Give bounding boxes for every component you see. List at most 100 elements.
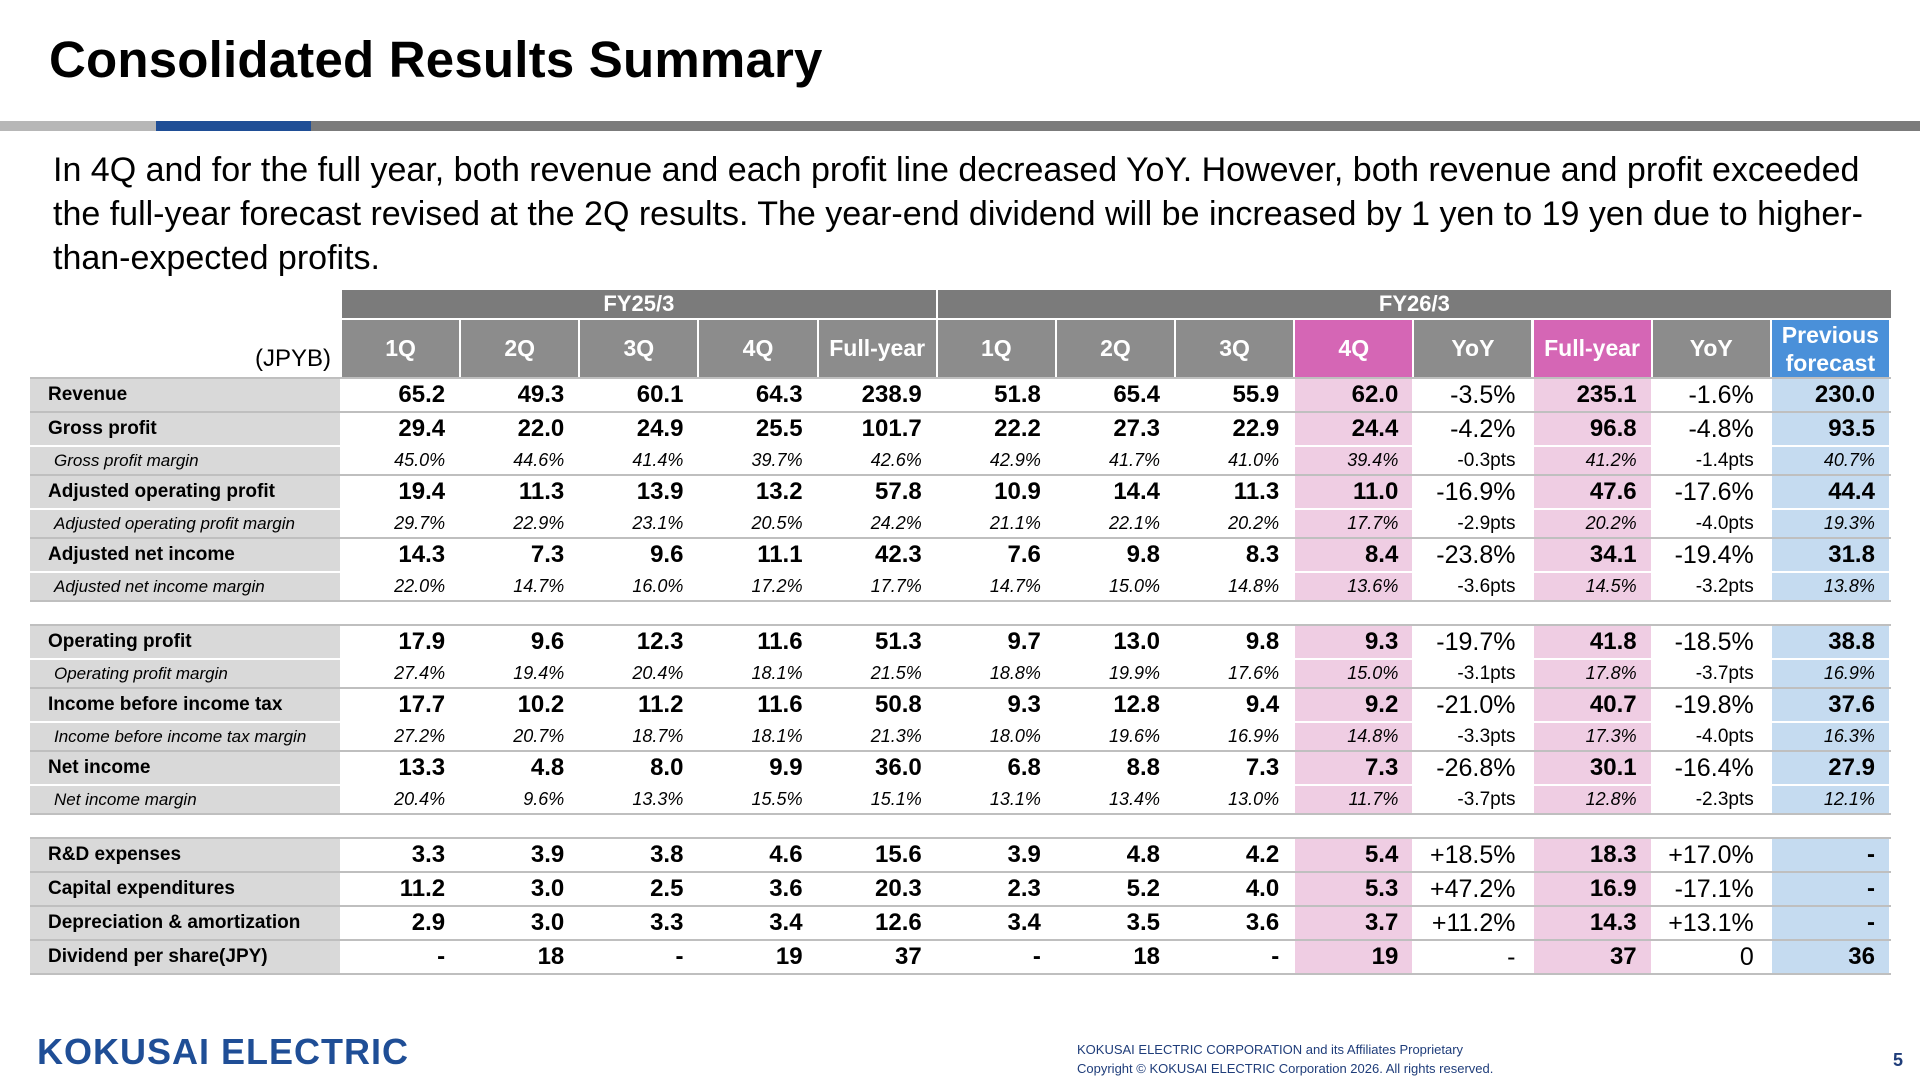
table-cell: 12.8	[1113, 691, 1161, 718]
row-divider	[30, 973, 1891, 975]
table-cell: 4.6	[769, 841, 803, 868]
table-cell: 16.0%	[632, 576, 684, 596]
table-cell: 20.5%	[751, 513, 803, 533]
table-cell: 11.3	[518, 478, 565, 505]
table-cell: 9.6	[530, 628, 565, 655]
table-cell: 17.6%	[1228, 663, 1280, 683]
table-cell: 20.7%	[513, 726, 565, 746]
table-cell: 42.9%	[989, 450, 1041, 470]
table-cell: 12.8%	[1533, 786, 1651, 813]
column-header-4: 4Q	[699, 320, 817, 377]
table-cell: 17.8%	[1533, 660, 1651, 687]
column-header-1: 1Q	[342, 320, 460, 377]
table-cell: 22.9%	[513, 513, 565, 533]
table-cell: 3.8	[650, 841, 684, 868]
table-cell: 47.6	[1533, 476, 1651, 508]
table-cell: -3.6pts	[1457, 575, 1516, 597]
table-cell: 16.9%	[1771, 660, 1889, 687]
table-cell: 24.2%	[870, 513, 922, 533]
table-cell: 36	[1771, 941, 1889, 973]
table-cell: 9.8	[1245, 628, 1280, 655]
row-label: Revenue	[30, 379, 340, 411]
table-cell: 9.2	[1295, 689, 1413, 721]
table-cell: 25.5	[755, 415, 803, 442]
table-cell: 13.3	[398, 754, 446, 781]
table-cell: 19.4	[398, 478, 446, 505]
table-cell: 6.8	[1007, 754, 1041, 781]
table-cell: 3.3	[650, 909, 684, 936]
table-cell: 5.3	[1295, 873, 1413, 905]
table-cell: 34.1	[1533, 539, 1651, 571]
row-label: Capital expenditures	[30, 873, 340, 905]
table-cell: 11.3	[1233, 478, 1280, 505]
table-cell: 13.6%	[1295, 573, 1413, 600]
table-cell: 14.5%	[1533, 573, 1651, 600]
table-cell: 44.6%	[513, 450, 565, 470]
footer-copyright: Copyright © KOKUSAI ELECTRIC Corporation…	[1077, 1061, 1494, 1076]
table-cell: 14.3	[398, 541, 446, 568]
table-cell: 15.1%	[870, 789, 922, 809]
table-cell: 17.7%	[870, 576, 922, 596]
table-cell: -4.8%	[1688, 414, 1754, 443]
table-cell: 18.7%	[632, 726, 684, 746]
table-cell: 14.3	[1533, 907, 1651, 939]
table-cell: 3.4	[1007, 909, 1041, 936]
table-cell: 19	[1295, 941, 1413, 973]
table-cell: 18.1%	[751, 726, 803, 746]
table-cell: 3.0	[530, 875, 565, 902]
table-cell: -2.9pts	[1457, 512, 1516, 534]
table-cell: 27.4%	[394, 663, 446, 683]
table-cell: 41.7%	[1108, 450, 1161, 470]
row-divider	[30, 687, 1891, 689]
table-cell: 22.2	[994, 415, 1041, 442]
table-cell: 3.4	[769, 909, 803, 936]
table-cell: 38.8	[1771, 626, 1889, 658]
table-cell: 41.0%	[1228, 450, 1280, 470]
table-cell: 40.7	[1533, 689, 1651, 721]
results-table: FY25/3 FY26/3 1Q 2Q 3Q 4Q Full-year 1Q 2Q 3Q 4Q YoY…	[30, 290, 1891, 1006]
table-cell: 2.9	[411, 909, 446, 936]
table-cell: -18.5%	[1674, 627, 1754, 656]
table-cell: 238.9	[861, 381, 922, 408]
table-cell: 3.9	[1007, 841, 1041, 868]
table-cell: 9.7	[1007, 628, 1041, 655]
table-cell: 11.2	[399, 875, 446, 902]
table-cell: 9.3	[1295, 626, 1413, 658]
summary-text: In 4Q and for the full year, both revenu…	[53, 151, 1863, 277]
table-cell: 51.8	[994, 381, 1041, 408]
table-cell: 29.4	[398, 415, 446, 442]
table-cell: +47.2%	[1429, 874, 1516, 903]
table-cell: 11.0	[1295, 476, 1413, 508]
table-cell: 20.4%	[394, 789, 446, 809]
row-label: Net income	[30, 752, 340, 784]
table-cell: 14.8%	[1228, 576, 1280, 596]
table-cell: 64.3	[755, 381, 803, 408]
footer-proprietary: KOKUSAI ELECTRIC CORPORATION and its Aff…	[1077, 1042, 1464, 1057]
row-label: R&D expenses	[30, 839, 340, 871]
column-header-3: 3Q	[580, 320, 698, 377]
table-cell: 235.1	[1533, 379, 1651, 411]
table-cell: 39.4%	[1295, 447, 1413, 474]
table-cell: 19.9%	[1108, 663, 1161, 683]
table-cell: -4.0pts	[1695, 512, 1754, 534]
table-cell: 18.1%	[751, 663, 803, 683]
row-label: Income before income tax margin	[30, 723, 340, 750]
group-header-fy26: FY26/3	[937, 290, 1891, 318]
table-cell: -17.1%	[1674, 874, 1754, 903]
table-cell: 20.2%	[1533, 510, 1651, 537]
table-cell: 17.3%	[1533, 723, 1651, 750]
table-cell: 22.1%	[1108, 513, 1161, 533]
row-label: Gross profit margin	[30, 447, 340, 474]
table-cell: 230.0	[1771, 379, 1889, 411]
column-header-12: YoY	[1652, 320, 1770, 377]
table-cell: +17.0%	[1668, 840, 1754, 869]
table-cell: -4.2%	[1450, 414, 1516, 443]
table-cell: 41.4%	[632, 450, 684, 470]
table-cell: -1.6%	[1688, 380, 1754, 409]
table-cell: -	[1032, 943, 1041, 970]
table-cell: -19.4%	[1674, 540, 1754, 569]
table-cell: 12.6	[875, 909, 922, 936]
table-cell: 4.8	[530, 754, 565, 781]
table-cell: 23.1%	[632, 513, 684, 533]
table-cell: 21.5%	[870, 663, 922, 683]
